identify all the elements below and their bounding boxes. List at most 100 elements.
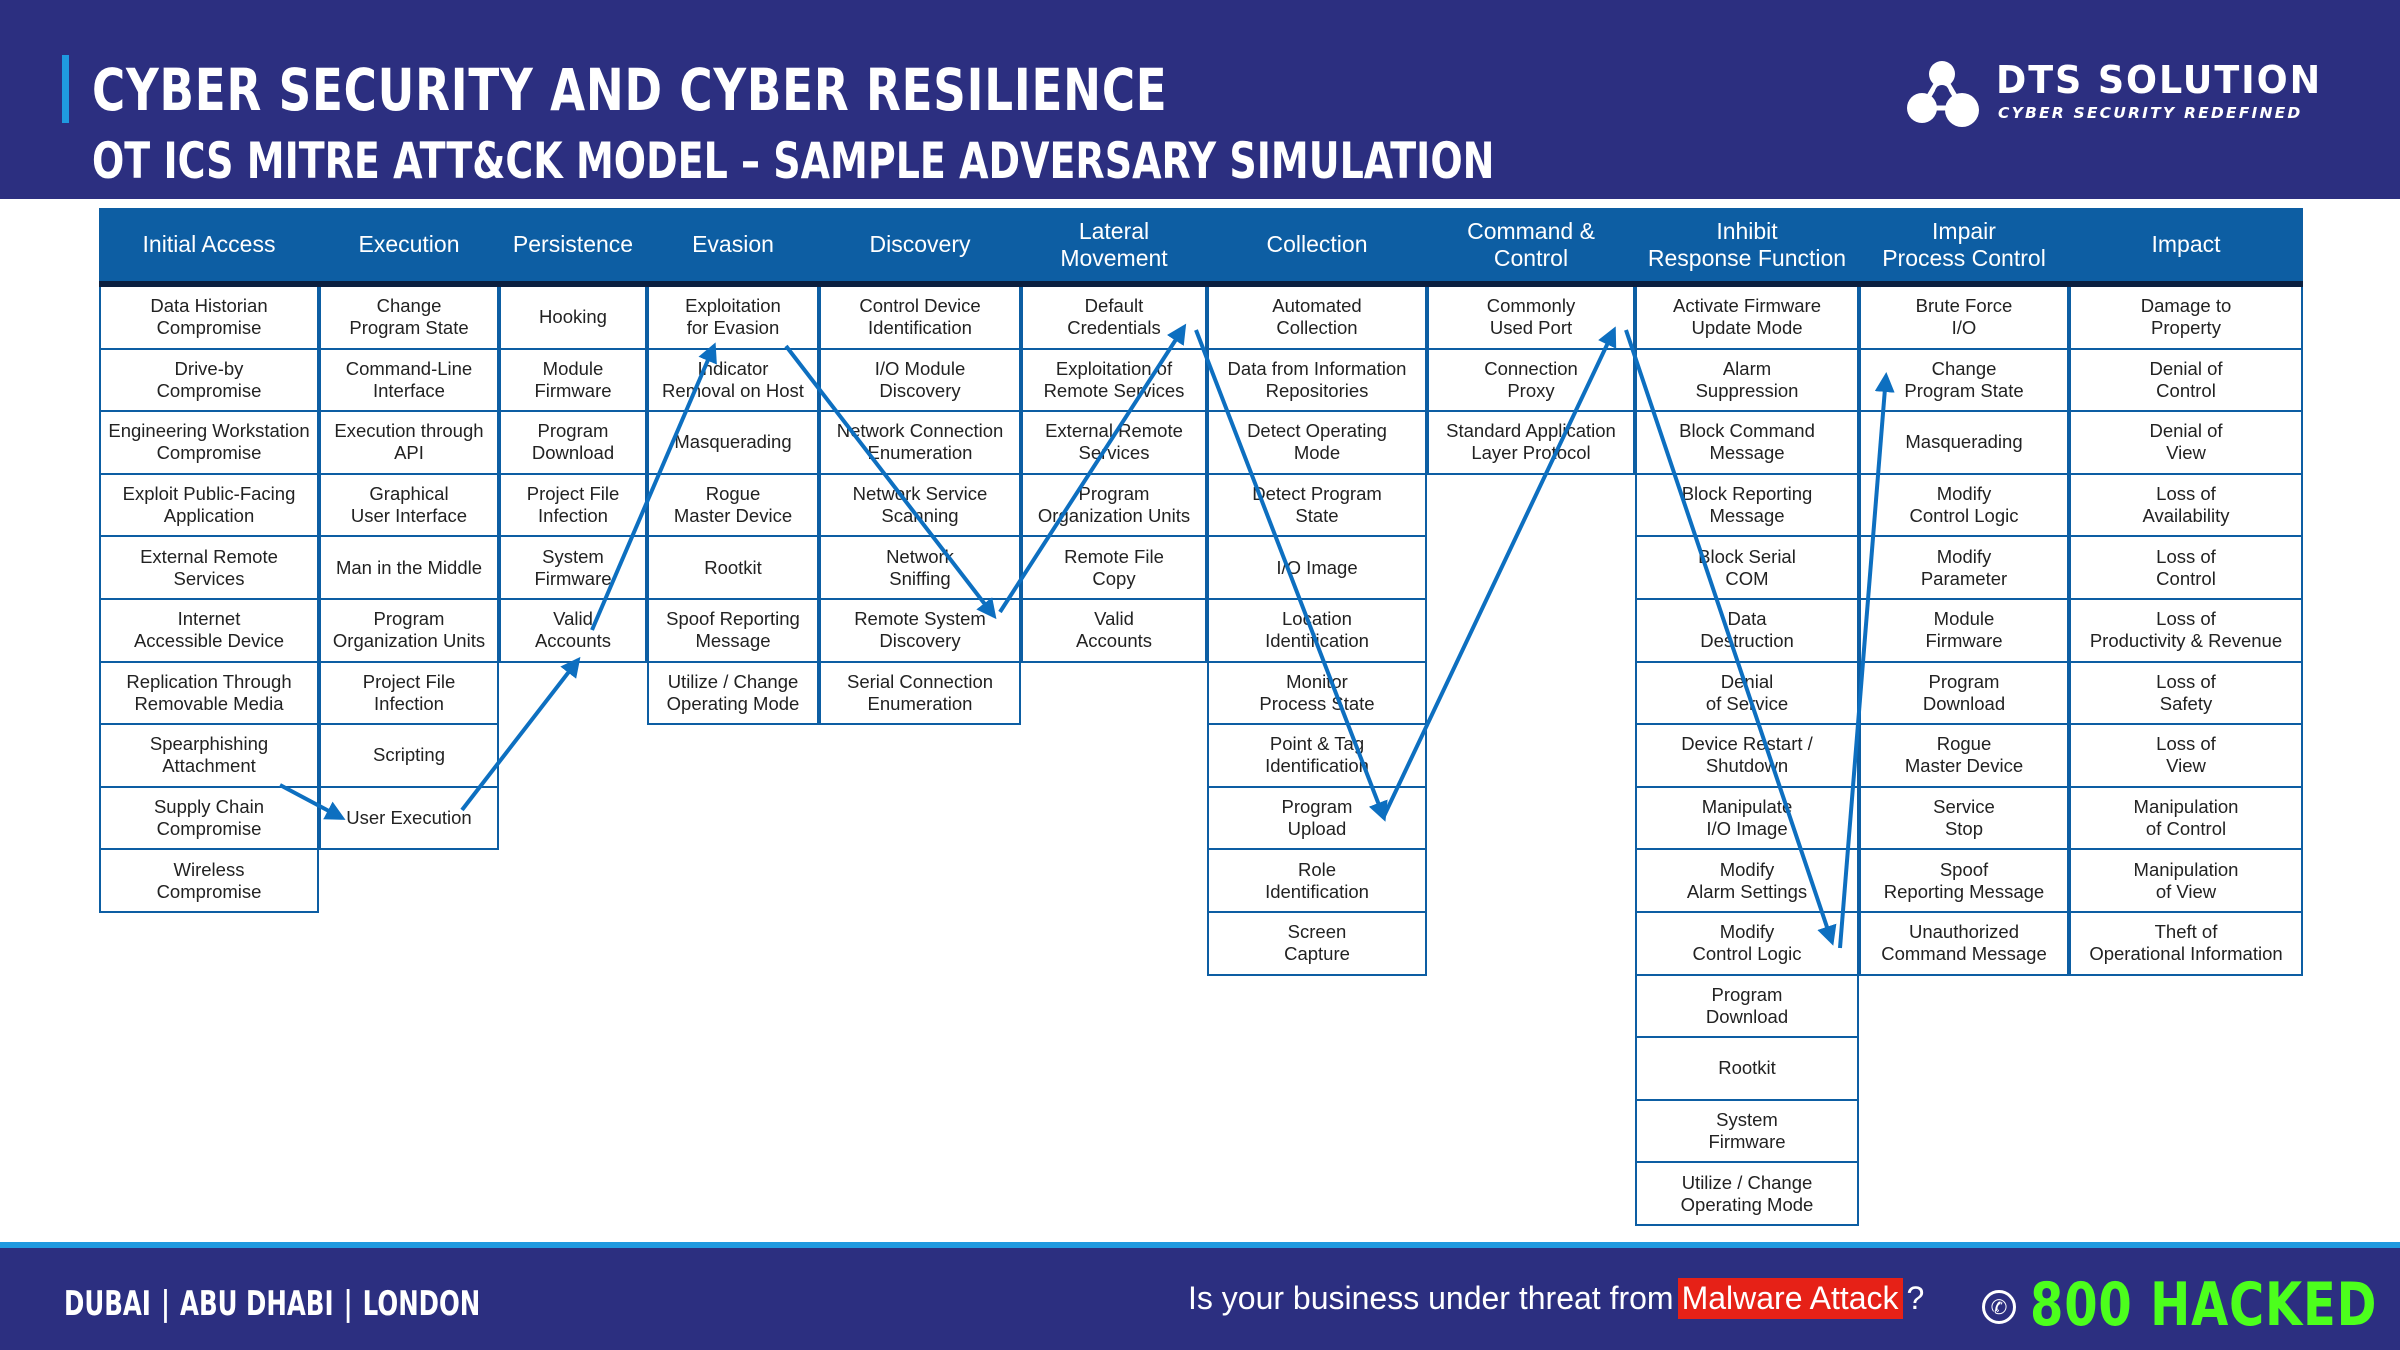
technique-cell: External Remote Services [101,537,317,600]
technique-list: Data Historian Compromise Drive-by Compro… [99,287,319,913]
technique-cell: Service Stop [1861,788,2067,851]
technique-cell: Exploitation for Evasion [649,287,817,350]
technique-cell: Hooking [501,287,645,350]
technique-cell: Automated Collection [1209,287,1425,350]
technique-cell: Theft of Operational Information [2071,913,2301,976]
hotline-number[interactable]: 800 HACKED [2030,1270,2378,1340]
technique-cell: Spearphishing Attachment [101,725,317,788]
technique-cell: Block Command Message [1637,412,1857,475]
technique-list: Change Program State Command-Line Interfa… [319,287,499,851]
footer-banner: DUBAI | ABU DHABI | LONDON Is your business … [0,1248,2400,1350]
technique-cell: Internet Accessible Device [101,600,317,663]
title-accent-bar [62,55,69,123]
office-locations: DUBAI | ABU DHABI | LONDON [64,1284,480,1324]
technique-cell: System Firmware [501,537,645,600]
technique-cell: Unauthorized Command Message [1861,913,2067,976]
technique-cell: Connection Proxy [1429,350,1633,413]
footer-accent-line [0,1242,2400,1248]
technique-cell: Loss of View [2071,725,2301,788]
technique-cell: Screen Capture [1209,913,1425,976]
tactic-column: Discovery Control Device Identification I/… [819,208,1021,726]
tactic-column: Impair Process Control Brute Force I/O Cha… [1859,208,2069,976]
technique-cell: Module Firmware [1861,600,2067,663]
header-banner: CYBER SECURITY AND CYBER RESILIENCE OT I… [0,0,2400,199]
city-abu-dhabi: ABU DHABI [180,1284,334,1324]
technique-cell: User Execution [321,788,497,851]
technique-cell: Manipulation of View [2071,850,2301,913]
technique-list: Default Credentials Exploitation of Remot… [1021,287,1207,663]
technique-cell: Denial of Control [2071,350,2301,413]
technique-cell: Alarm Suppression [1637,350,1857,413]
technique-cell: Rootkit [649,537,817,600]
technique-cell: Valid Accounts [501,600,645,663]
technique-cell: Engineering Workstation Compromise [101,412,317,475]
technique-cell: Block Reporting Message [1637,475,1857,538]
question-mark: ? [1906,1280,1925,1316]
technique-cell: Standard Application Layer Protocol [1429,412,1633,475]
tactic-header: Impair Process Control [1859,208,2069,287]
tactic-header: Collection [1207,208,1427,287]
technique-cell: Manipulation of Control [2071,788,2301,851]
technique-cell: Detect Operating Mode [1209,412,1425,475]
technique-cell: Exploit Public-Facing Application [101,475,317,538]
technique-cell: Loss of Control [2071,537,2301,600]
tactic-column: Collection Automated Collection Data from … [1207,208,1427,976]
technique-cell: Manipulate I/O Image [1637,788,1857,851]
technique-cell: Modify Alarm Settings [1637,850,1857,913]
city-london: LONDON [362,1284,481,1324]
technique-cell: Indicator Removal on Host [649,350,817,413]
technique-cell: Modify Control Logic [1637,913,1857,976]
tactic-column: Impact Damage to Property Denial of Contro… [2069,208,2303,976]
technique-cell: Utilize / Change Operating Mode [649,663,817,726]
technique-list: Hooking Module Firmware Program Download Pr… [499,287,647,663]
technique-cell: Location Identification [1209,600,1425,663]
tactic-header: Inhibit Response Function [1635,208,1859,287]
technique-cell: Loss of Safety [2071,663,2301,726]
technique-cell: Man in the Middle [321,537,497,600]
technique-cell: Rogue Master Device [1861,725,2067,788]
technique-list: Commonly Used Port Connection Proxy Standa… [1427,287,1635,475]
technique-cell: Module Firmware [501,350,645,413]
tactic-header: Persistence [499,208,647,287]
malware-highlight: Malware Attack [1677,1278,1903,1319]
technique-cell: Remote System Discovery [821,600,1019,663]
technique-list: Activate Firmware Update Mode Alarm Suppr… [1635,287,1859,1226]
company-logo: DTS SOLUTION CYBER SECURITY REDEFINED [1900,52,2340,138]
technique-cell: Point & Tag Identification [1209,725,1425,788]
technique-cell: Supply Chain Compromise [101,788,317,851]
technique-cell: Damage to Property [2071,287,2301,350]
technique-cell: Masquerading [649,412,817,475]
technique-cell: Replication Through Removable Media [101,663,317,726]
technique-cell: Modify Parameter [1861,537,2067,600]
threat-question: Is your business under threat from Malwa… [1188,1278,1924,1319]
tactic-header: Evasion [647,208,819,287]
tactic-column: Lateral Movement Default Credentials Explo… [1021,208,1207,663]
technique-list: Automated Collection Data from Informatio… [1207,287,1427,976]
technique-cell: Change Program State [1861,350,2067,413]
tactic-column: Persistence Hooking Module Firmware Program… [499,208,647,663]
technique-cell: Data Destruction [1637,600,1857,663]
technique-cell: Network Sniffing [821,537,1019,600]
page-title: CYBER SECURITY AND CYBER RESILIENCE [92,56,1168,124]
technique-cell: Rootkit [1637,1038,1857,1101]
technique-cell: System Firmware [1637,1101,1857,1164]
technique-cell: Change Program State [321,287,497,350]
technique-cell: Monitor Process State [1209,663,1425,726]
city-separator: | [160,1284,170,1324]
technique-cell: Network Connection Enumeration [821,412,1019,475]
technique-cell: Program Download [501,412,645,475]
logo-tagline: CYBER SECURITY REDEFINED [1998,104,2303,122]
technique-cell: Block Serial COM [1637,537,1857,600]
technique-cell: Detect Program State [1209,475,1425,538]
technique-cell: Remote File Copy [1023,537,1205,600]
city-separator: | [343,1284,353,1324]
tactic-column: Evasion Exploitation for Evasion Indicator… [647,208,819,726]
phone-icon: ✆ [1982,1290,2016,1324]
tactic-header: Impact [2069,208,2303,287]
tactic-column: Inhibit Response Function Activate Firmwa… [1635,208,1859,1226]
technique-cell: Drive-by Compromise [101,350,317,413]
logo-name: DTS SOLUTION [1996,58,2323,102]
technique-cell: Command-Line Interface [321,350,497,413]
technique-cell: Activate Firmware Update Mode [1637,287,1857,350]
technique-cell: Device Restart / Shutdown [1637,725,1857,788]
